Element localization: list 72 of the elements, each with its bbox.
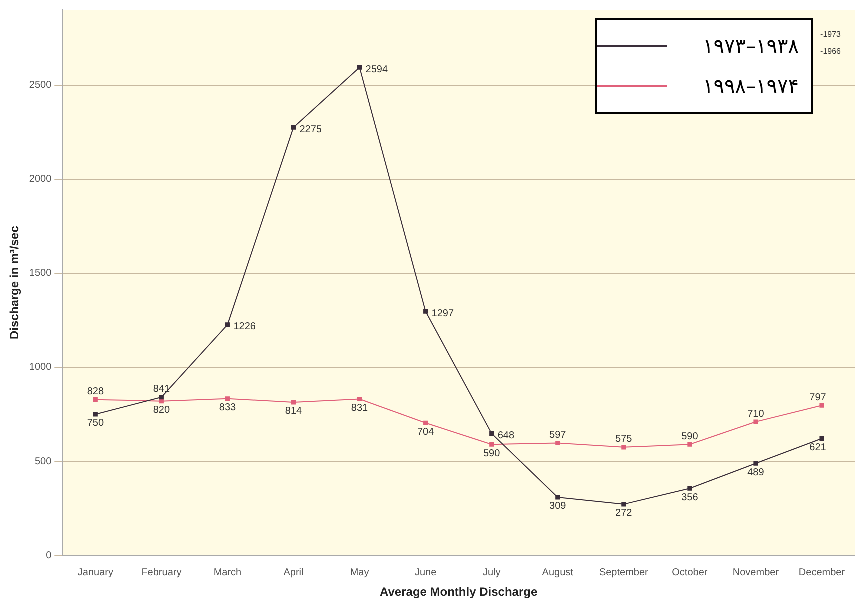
point [225, 322, 230, 328]
data-label: 831 [351, 403, 369, 414]
y-tick-label: 0 [46, 550, 52, 562]
y-tick-label: 2000 [29, 174, 52, 186]
data-label: 356 [682, 492, 699, 504]
point [159, 399, 164, 404]
point [820, 403, 824, 408]
x-tick-label: April [284, 567, 304, 578]
x-tick-label: September [599, 567, 650, 578]
data-label: 597 [550, 430, 567, 442]
point [424, 309, 428, 314]
x-axis-title: Average Monthly Discharge [380, 585, 538, 600]
point [93, 412, 98, 417]
point [754, 420, 758, 424]
point [424, 420, 428, 426]
data-label: 272 [616, 508, 633, 520]
data-label: 814 [285, 406, 303, 418]
point [688, 442, 692, 447]
point [159, 395, 164, 400]
data-label: 833 [219, 402, 236, 414]
point [754, 461, 758, 466]
point [93, 398, 98, 402]
x-tick-label: February [142, 567, 182, 578]
annotation: -1973 [820, 29, 841, 41]
data-label: 820 [153, 405, 170, 416]
y-tick-label: 1000 [29, 362, 52, 374]
data-label: 2594 [366, 64, 388, 76]
point [688, 486, 692, 491]
point [291, 400, 296, 405]
data-label: 621 [810, 442, 827, 454]
data-label: 710 [748, 408, 765, 420]
data-label: 2275 [300, 124, 322, 136]
y-tick-label: 500 [34, 456, 52, 468]
x-tick-label: May [350, 567, 370, 578]
data-label: 1297 [432, 308, 454, 320]
point [490, 442, 494, 447]
data-label: 648 [498, 430, 515, 442]
legend-label: ۱۹۷۳–۱۹۳۸ [703, 34, 799, 58]
x-tick-label: July [482, 567, 501, 578]
y-tick-label: 1500 [29, 268, 52, 280]
data-label: 590 [483, 448, 501, 460]
point [622, 445, 626, 450]
x-tick-label: August [542, 567, 574, 578]
y-axis-title: Discharge in m³/sec [8, 226, 22, 340]
y-tick-label: 2500 [29, 80, 52, 92]
point [358, 396, 362, 402]
point [291, 125, 296, 130]
x-tick-label: December [798, 567, 846, 578]
point [820, 436, 824, 442]
data-label: 750 [87, 418, 104, 430]
data-label: 590 [682, 431, 699, 442]
data-label: 489 [748, 467, 765, 478]
annotation: -1966 [820, 46, 841, 58]
x-tick-label: November [732, 567, 780, 578]
point [556, 495, 560, 500]
point [225, 396, 230, 402]
x-tick-label: January [78, 567, 114, 578]
data-label: 841 [153, 384, 170, 396]
legend-label: ۱۹۹۸–۱۹۷۴ [703, 74, 799, 98]
data-label: 1226 [234, 322, 256, 333]
point [490, 431, 494, 436]
data-label: 575 [616, 434, 633, 446]
data-label: 797 [810, 392, 827, 404]
x-tick-label: October [672, 567, 708, 578]
x-tick-label: March [214, 567, 242, 578]
data-label: 309 [550, 501, 567, 512]
x-tick-label: June [414, 567, 438, 578]
data-label: 704 [417, 426, 435, 438]
data-label: 828 [87, 386, 104, 398]
point [556, 441, 560, 446]
point [622, 502, 626, 507]
point [358, 65, 362, 70]
